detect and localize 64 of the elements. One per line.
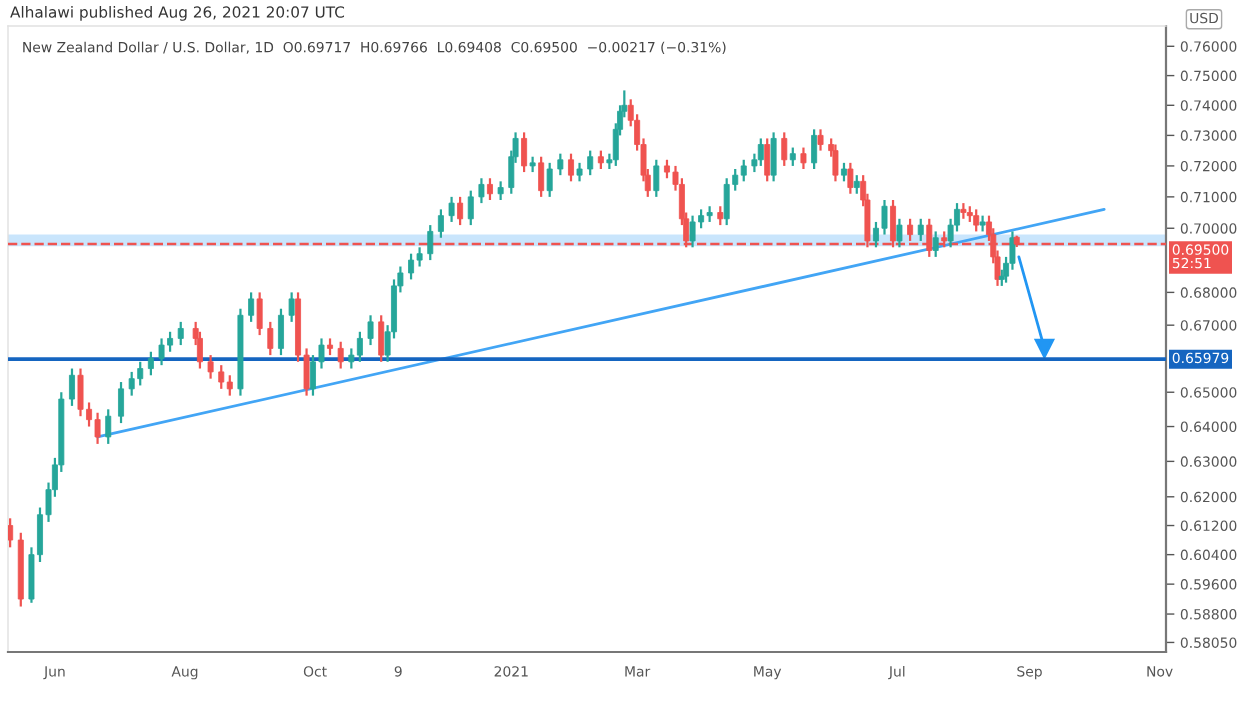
candlestick xyxy=(521,131,528,174)
candlestick xyxy=(288,291,295,323)
candlestick xyxy=(800,146,807,171)
candlestick xyxy=(8,517,14,549)
candlestick xyxy=(841,161,847,183)
candlestick xyxy=(207,353,214,380)
candlestick xyxy=(105,408,112,445)
candlestick xyxy=(256,291,263,337)
candlestick xyxy=(437,208,444,239)
candlestick xyxy=(973,208,980,233)
candlestick xyxy=(932,230,939,258)
candlestick xyxy=(917,217,924,243)
candlestick xyxy=(587,149,594,177)
candlestick xyxy=(378,314,385,363)
candlestick xyxy=(118,380,125,425)
candlestick xyxy=(853,174,860,195)
candlestick xyxy=(817,128,824,152)
candlestick xyxy=(457,195,464,227)
candlestick xyxy=(757,137,764,168)
candlestick xyxy=(177,320,184,347)
candlestick xyxy=(653,158,660,198)
candlestick xyxy=(94,411,101,445)
candlestick xyxy=(597,149,604,171)
candlestick xyxy=(486,177,493,202)
candlestick xyxy=(448,195,455,224)
candlestick xyxy=(770,131,777,183)
candlestick xyxy=(416,246,423,268)
candlestick xyxy=(147,350,154,377)
candlestick xyxy=(811,128,818,171)
candlestick xyxy=(408,252,415,281)
candlestick xyxy=(367,314,374,347)
candlestick xyxy=(960,202,967,220)
candlestick xyxy=(356,330,363,363)
candlestick xyxy=(568,152,574,183)
candlestick xyxy=(832,143,839,183)
candlestick xyxy=(723,177,730,227)
candlestick xyxy=(740,158,747,183)
candlestick xyxy=(248,291,255,323)
candlestick xyxy=(781,131,788,168)
candlestick xyxy=(717,205,724,227)
candlestick xyxy=(764,137,771,183)
candlestick xyxy=(467,189,474,227)
candlestick xyxy=(847,161,854,195)
candlestick xyxy=(546,161,553,198)
candlestick xyxy=(226,374,233,397)
candlestick xyxy=(881,198,888,236)
candlestick xyxy=(77,367,84,418)
candlestick xyxy=(218,364,225,390)
candlestick xyxy=(557,152,564,177)
candlestick xyxy=(69,367,75,407)
candlestick xyxy=(896,217,903,249)
candlestick xyxy=(576,161,583,183)
candlestick xyxy=(277,307,284,357)
candlestick xyxy=(478,177,485,205)
candlestick xyxy=(427,223,434,262)
candlestick xyxy=(538,155,545,198)
candlestick xyxy=(196,330,203,370)
candlestick xyxy=(337,340,344,370)
candlestick xyxy=(689,214,696,249)
candlestick xyxy=(497,180,504,202)
candlestick xyxy=(128,370,135,397)
candlestick xyxy=(789,146,796,168)
candlestick xyxy=(267,320,274,357)
candlestick xyxy=(158,337,165,367)
